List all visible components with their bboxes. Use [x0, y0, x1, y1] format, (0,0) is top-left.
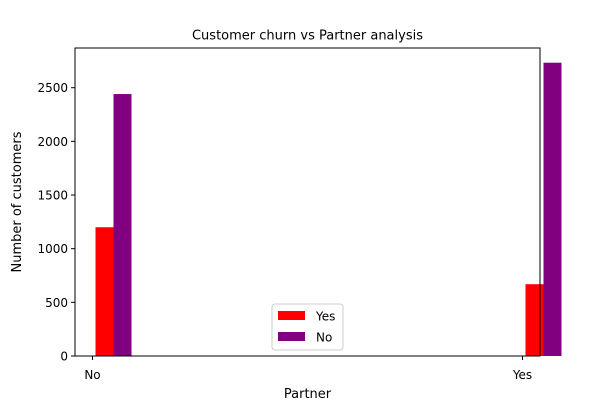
x-tick-label: No: [84, 368, 100, 382]
y-tick-label: 1000: [37, 242, 68, 256]
bar-no-no: [113, 94, 132, 356]
y-tick-label: 2500: [37, 81, 68, 95]
plot-frame: [74, 47, 541, 357]
bar-no-yes: [543, 62, 562, 356]
y-tick-label: 500: [45, 296, 68, 310]
legend: Yes No: [271, 303, 344, 351]
bar-yes-yes: [525, 284, 544, 356]
x-axis-label: Partner: [284, 387, 332, 400]
y-tick-label: 1500: [37, 189, 68, 203]
legend-swatch-no: [278, 332, 305, 341]
legend-label-no: No: [316, 331, 332, 345]
bar-yes-no: [95, 227, 114, 356]
y-tick-label: 2000: [37, 135, 68, 149]
y-axis-label: Number of customers: [10, 131, 25, 272]
x-tick-label: Yes: [512, 368, 532, 382]
y-tick-label: 0: [60, 350, 68, 364]
bars-layer: [95, 62, 562, 356]
legend-label-yes: Yes: [315, 310, 335, 324]
ticks-layer: 0 500 1000 1500 2000 2500 No Yes: [37, 81, 532, 382]
chart-title: Customer churn vs Partner analysis: [192, 29, 423, 44]
legend-swatch-yes: [278, 311, 305, 320]
